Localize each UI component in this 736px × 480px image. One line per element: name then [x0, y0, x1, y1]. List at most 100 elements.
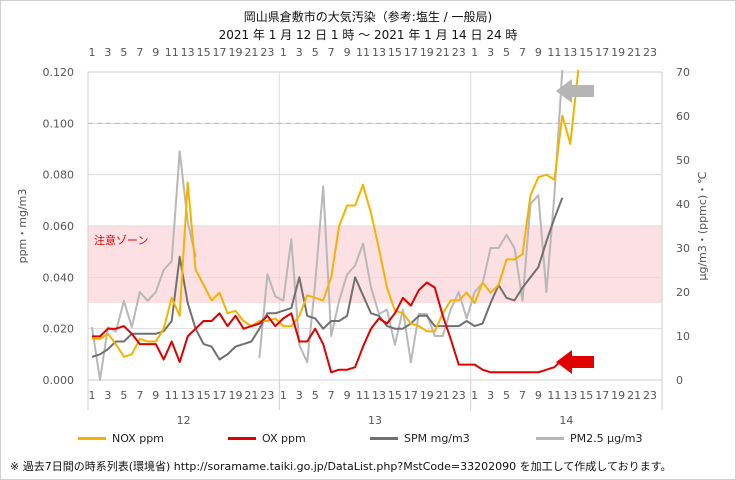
x-top-tick-label: 23: [260, 46, 274, 59]
y-left-tick-label: 0.080: [43, 169, 75, 182]
x-bottom-tick-label: 11: [165, 389, 179, 402]
caution-zone-label: 注意ゾーン: [94, 233, 148, 247]
x-bottom-tick-label: 3: [487, 389, 494, 402]
x-bottom-tick-label: 21: [436, 389, 450, 402]
legend-label-spm: SPM mg/m3: [404, 432, 470, 445]
y-left-tick-label: 0.060: [43, 220, 75, 233]
x-bottom-tick-label: 19: [228, 389, 242, 402]
x-top-tick-label: 5: [120, 46, 127, 59]
x-top-tick-label: 9: [535, 46, 542, 59]
x-top-tick-label: 15: [197, 46, 211, 59]
x-bottom-tick-label: 9: [535, 389, 542, 402]
x-bottom-tick-label: 5: [503, 389, 510, 402]
y-right-tick-label: 50: [676, 154, 690, 167]
x-top-tick-label: 11: [356, 46, 370, 59]
y-right-tick-label: 10: [676, 330, 690, 343]
x-top-tick-label: 19: [420, 46, 434, 59]
legend-label-ox: OX ppm: [262, 432, 306, 445]
plot-border: [87, 71, 663, 381]
x-top-tick-label: 9: [344, 46, 351, 59]
x-top-tick-label: 15: [579, 46, 593, 59]
x-bottom-tick-label: 13: [181, 389, 195, 402]
x-day-label: 14: [559, 414, 573, 427]
legend-label-pm25: PM2.5 μg/m3: [570, 432, 643, 445]
legend-item-pm25: PM2.5 μg/m3: [536, 432, 643, 445]
legend-swatch-nox: [78, 437, 106, 440]
x-bottom-tick-label: 1: [88, 389, 95, 402]
x-bottom-tick-label: 3: [296, 389, 303, 402]
x-top-tick-label: 19: [611, 46, 625, 59]
x-top-tick-label: 7: [328, 46, 335, 59]
chart-subtitle: 2021 年 1 月 12 日 1 時 ～ 2021 年 1 月 14 日 24…: [218, 28, 518, 42]
x-bottom-tick-label: 23: [643, 389, 657, 402]
chart-title: 岡山県倉敷市の大気汚染（参考:塩生 / 一般局): [243, 10, 493, 24]
legend-label-nox: NOX ppm: [112, 432, 164, 445]
x-top-tick-label: 1: [471, 46, 478, 59]
x-top-tick-label: 3: [296, 46, 303, 59]
x-top-tick-label: 11: [547, 46, 561, 59]
y-left-tick-label: 0.020: [43, 323, 75, 336]
legend-item-ox: OX ppm: [228, 432, 306, 445]
footnote: ※ 過去7日間の時系列表(環境省) http://soramame.taiki.…: [10, 460, 672, 473]
y-left-tick-label: 0.000: [43, 374, 75, 387]
legend-swatch-spm: [370, 437, 398, 440]
x-top-tick-label: 13: [563, 46, 577, 59]
x-top-tick-label: 1: [88, 46, 95, 59]
x-bottom-tick-label: 15: [579, 389, 593, 402]
x-bottom-tick-label: 9: [152, 389, 159, 402]
x-bottom-tick-label: 7: [328, 389, 335, 402]
legend-swatch-pm25: [536, 437, 564, 440]
series-line-spm: [91, 197, 564, 361]
x-bottom-tick-label: 19: [611, 389, 625, 402]
x-bottom-tick-label: 1: [471, 389, 478, 402]
y-right-tick-label: 40: [676, 198, 690, 211]
x-top-tick-label: 7: [519, 46, 526, 59]
x-top-tick-label: 5: [312, 46, 319, 59]
x-bottom-tick-label: 1: [280, 389, 287, 402]
legend-swatch-ox: [228, 437, 256, 440]
x-top-tick-label: 13: [181, 46, 195, 59]
x-top-tick-label: 21: [627, 46, 641, 59]
x-bottom-tick-label: 3: [104, 389, 111, 402]
y-right-tick-label: 60: [676, 110, 690, 123]
y-left-axis-title: ppm・mg/m3: [16, 189, 29, 264]
x-top-tick-label: 21: [436, 46, 450, 59]
y-right-tick-label: 20: [676, 286, 690, 299]
x-top-tick-label: 9: [152, 46, 159, 59]
y-left-tick-label: 0.100: [43, 117, 75, 130]
x-top-tick-label: 19: [228, 46, 242, 59]
y-right-axis-title: μg/m3・(ppmc)・℃: [696, 171, 709, 280]
x-top-tick-label: 23: [452, 46, 466, 59]
x-top-tick-label: 23: [643, 46, 657, 59]
x-bottom-tick-label: 15: [197, 389, 211, 402]
x-top-tick-label: 21: [244, 46, 258, 59]
x-bottom-tick-label: 11: [547, 389, 561, 402]
legend-item-nox: NOX ppm: [78, 432, 164, 445]
x-top-tick-label: 13: [372, 46, 386, 59]
legend-item-spm: SPM mg/m3: [370, 432, 470, 445]
y-right-tick-label: 0: [676, 374, 683, 387]
x-bottom-tick-label: 7: [519, 389, 526, 402]
arrow-left-icon: [556, 79, 594, 103]
x-bottom-tick-label: 13: [372, 389, 386, 402]
arrow-left-icon: [556, 350, 594, 374]
x-bottom-tick-label: 5: [312, 389, 319, 402]
series-line-nox: [92, 69, 580, 358]
x-bottom-tick-label: 23: [260, 389, 274, 402]
y-right-tick-label: 30: [676, 242, 690, 255]
x-bottom-tick-label: 9: [344, 389, 351, 402]
x-bottom-tick-label: 13: [563, 389, 577, 402]
x-day-label: 13: [368, 414, 382, 427]
x-bottom-tick-label: 11: [356, 389, 370, 402]
x-bottom-tick-label: 21: [244, 389, 258, 402]
x-top-tick-label: 7: [136, 46, 143, 59]
x-top-tick-label: 3: [104, 46, 111, 59]
x-bottom-tick-label: 19: [420, 389, 434, 402]
x-bottom-tick-label: 21: [627, 389, 641, 402]
x-bottom-tick-label: 17: [213, 389, 227, 402]
x-top-tick-label: 15: [388, 46, 402, 59]
x-top-tick-label: 11: [165, 46, 179, 59]
x-day-label: 12: [177, 414, 191, 427]
series-line-ox: [92, 281, 563, 374]
